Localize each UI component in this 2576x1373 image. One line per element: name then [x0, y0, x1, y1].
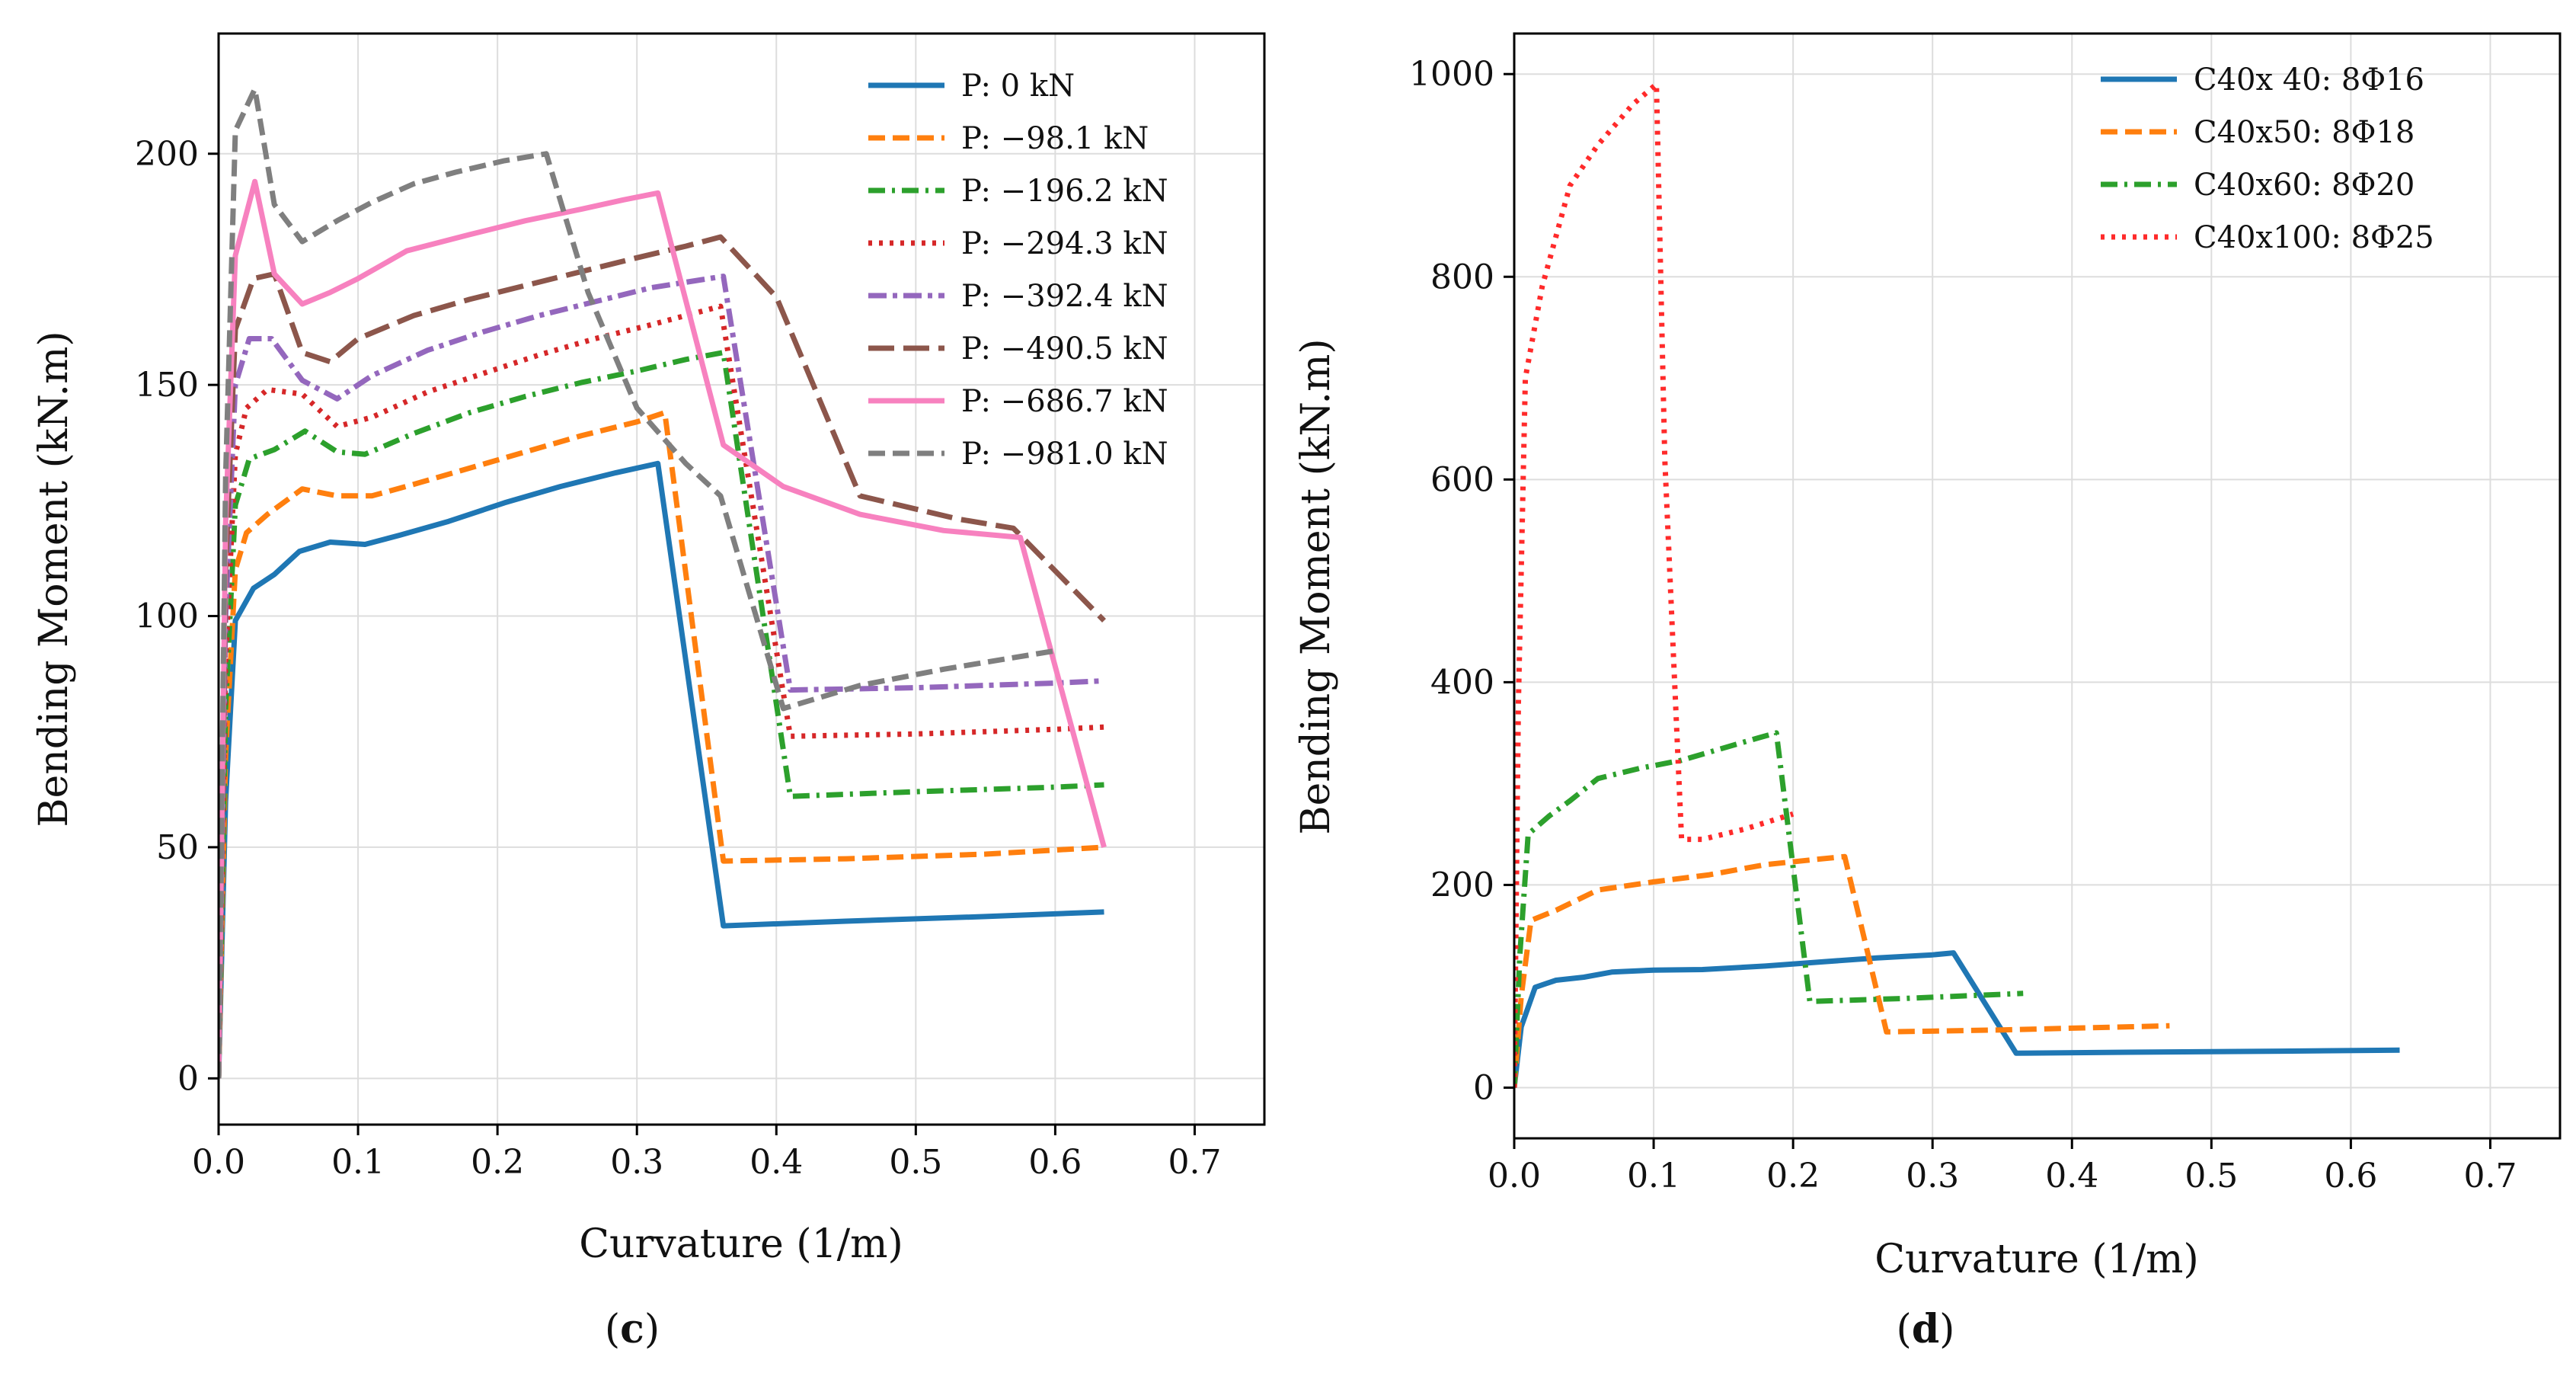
y-tick-label-d-4: 800	[1430, 258, 1494, 296]
y-axis-title-c: Bending Moment (kN.m)	[31, 331, 77, 827]
x-tick-label-d-7: 0.7	[2463, 1157, 2517, 1195]
x-tick-label-c-3: 0.3	[610, 1143, 663, 1182]
series-line-c-3	[219, 303, 1104, 1079]
plot-frame-d	[1513, 32, 2562, 1140]
x-axis-title-d: Curvature (1/m)	[1874, 1237, 2199, 1282]
x-tick-label-c-6: 0.6	[1028, 1143, 1082, 1182]
panel-label-c: (c)	[605, 1306, 660, 1352]
series-line-c-1	[219, 410, 1104, 1079]
legend-label-c-7: P: −981.0 kN	[961, 437, 1168, 472]
series-line-c-0	[219, 460, 1104, 1079]
x-tick-label-c-7: 0.7	[1168, 1143, 1221, 1182]
series-line-c-5	[219, 234, 1106, 1079]
x-tick-label-d-0: 0.0	[1488, 1157, 1541, 1195]
y-tick-label-d-5: 1000	[1409, 55, 1494, 94]
series-line-c-7	[219, 86, 1056, 1079]
legend-label-d-0: C40x 40: 8Φ16	[2194, 62, 2424, 98]
x-tick-label-c-0: 0.0	[192, 1143, 245, 1182]
x-tick-label-d-4: 0.4	[2045, 1157, 2098, 1195]
y-tick-label-c-1: 50	[156, 828, 199, 867]
x-tick-label-c-1: 0.1	[331, 1143, 385, 1182]
x-tick-label-d-3: 0.3	[1906, 1157, 1959, 1195]
y-axis-title-d: Bending Moment (kN.m)	[1293, 338, 1339, 834]
ticks-group-c: 0.0 0.1 0.2 0.3 0.4 0.5 0.6 0.7 0 50 100 150 200	[135, 135, 1221, 1182]
x-tick-label-c-2: 0.2	[471, 1143, 524, 1182]
series-line-c-2	[219, 350, 1104, 1079]
x-tick-label-d-1: 0.1	[1627, 1157, 1680, 1195]
chart-panel-d: 0.0 0.1 0.2 0.3 0.4 0.5 0.6 0.7 0 200 400 600 800 100…	[1293, 32, 2562, 1352]
series-line-d-1	[1514, 853, 2170, 1088]
y-tick-label-d-0: 0	[1473, 1068, 1494, 1107]
legend-label-d-2: C40x60: 8Φ20	[2194, 168, 2415, 203]
series-line-d-0	[1514, 950, 2400, 1088]
x-tick-label-d-6: 0.6	[2324, 1157, 2377, 1195]
ticks-group-d: 0.0 0.1 0.2 0.3 0.4 0.5 0.6 0.7 0 200 400 600 800 100…	[1409, 55, 2517, 1195]
series-line-c-4	[219, 274, 1104, 1079]
legend-label-c-5: P: −490.5 kN	[961, 331, 1168, 366]
chart-panel-c: 0.0 0.1 0.2 0.3 0.4 0.5 0.6 0.7 0 50 100 150 200 Cur…	[31, 32, 1266, 1352]
series-line-c-6	[219, 178, 1107, 1079]
legend-label-d-1: C40x50: 8Φ18	[2194, 115, 2415, 150]
x-axis-title-c: Curvature (1/m)	[579, 1221, 903, 1267]
y-tick-label-c-0: 0	[177, 1059, 199, 1098]
x-tick-label-d-5: 0.5	[2184, 1157, 2238, 1195]
y-tick-label-d-3: 600	[1430, 460, 1494, 499]
legend-c: P: 0 kN P: −98.1 kN P: −196.2 kN P: −294.3 …	[868, 69, 1168, 472]
legend-d: C40x 40: 8Φ16 C40x50: 8Φ18 C40x60: 8Φ20 C40…	[2101, 62, 2434, 255]
legend-label-c-3: P: −294.3 kN	[961, 226, 1168, 261]
y-tick-label-c-3: 150	[135, 366, 199, 405]
y-tick-label-d-1: 200	[1430, 866, 1494, 904]
legend-label-d-3: C40x100: 8Φ25	[2194, 220, 2434, 255]
panel-label-d: (d)	[1897, 1306, 1955, 1352]
y-tick-label-c-4: 200	[135, 135, 199, 174]
legend-label-c-4: P: −392.4 kN	[961, 279, 1168, 314]
series-line-d-2	[1514, 730, 2024, 1088]
legend-label-c-2: P: −196.2 kN	[961, 174, 1168, 209]
y-tick-label-c-2: 100	[135, 597, 199, 636]
plot-frame-c	[217, 32, 1266, 1126]
legend-label-c-1: P: −98.1 kN	[961, 121, 1149, 156]
x-tick-label-c-4: 0.4	[749, 1143, 803, 1182]
y-tick-label-d-2: 400	[1430, 663, 1494, 702]
legend-label-c-0: P: 0 kN	[961, 69, 1075, 104]
series-group-d	[1514, 82, 2400, 1088]
x-tick-label-c-5: 0.5	[889, 1143, 942, 1182]
x-tick-label-d-2: 0.2	[1766, 1157, 1820, 1195]
series-group-c	[219, 86, 1107, 1079]
legend-label-c-6: P: −686.7 kN	[961, 384, 1168, 419]
